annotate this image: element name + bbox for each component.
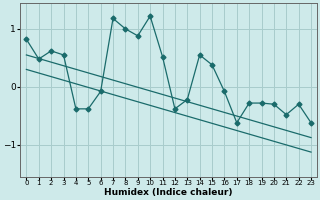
X-axis label: Humidex (Indice chaleur): Humidex (Indice chaleur) bbox=[104, 188, 233, 197]
